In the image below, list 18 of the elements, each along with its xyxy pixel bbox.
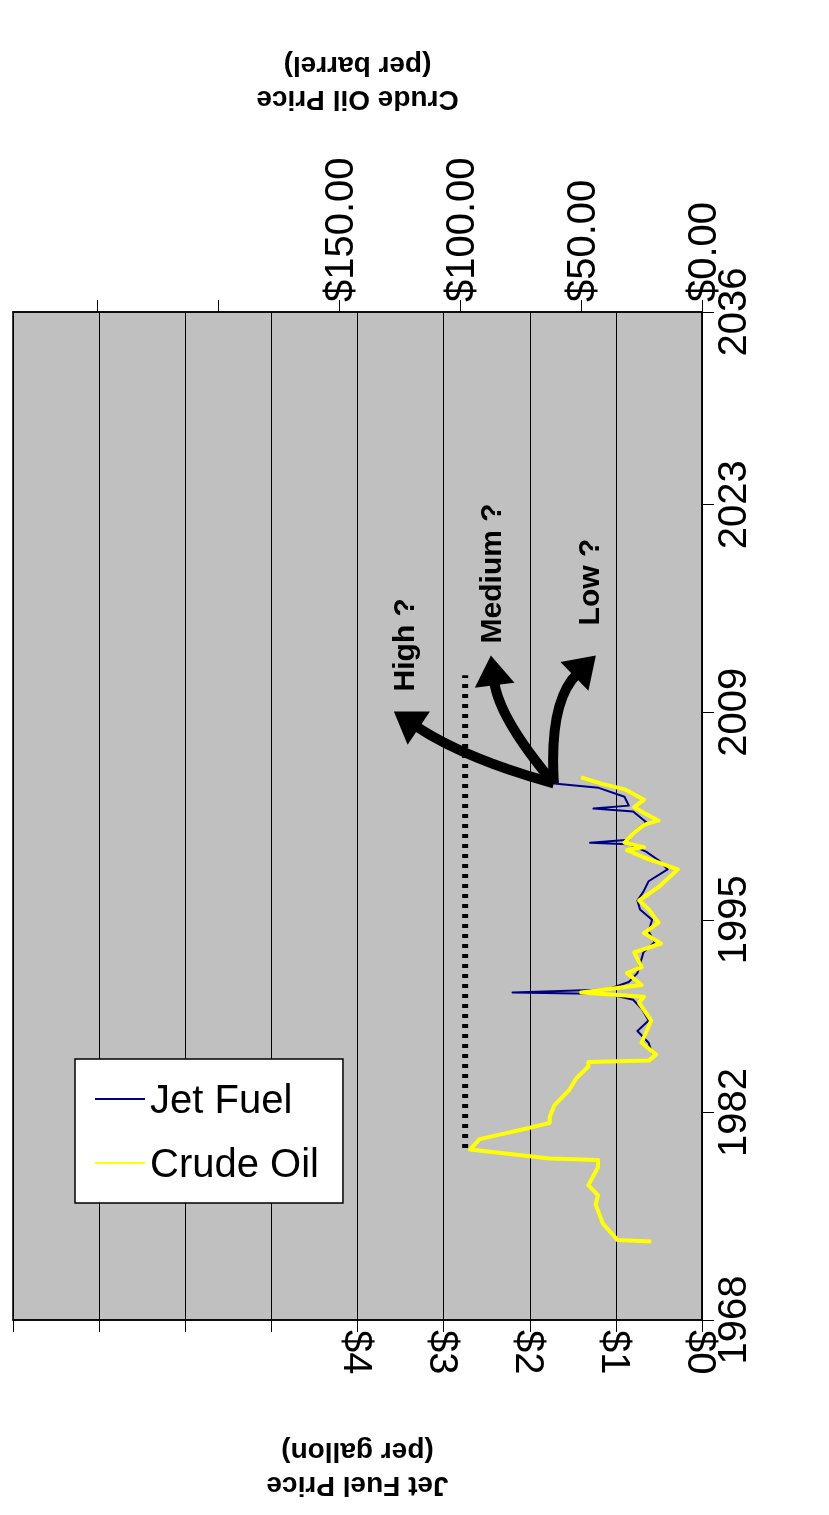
x2-tick-label: $150.00 — [317, 157, 362, 302]
x-tick-label: $1 — [593, 1330, 638, 1375]
x-tick-label: $3 — [421, 1330, 466, 1375]
y-tick-label: 1982 — [710, 1067, 754, 1157]
y-tick-label: 2009 — [710, 667, 754, 757]
x-tick-label: $4 — [335, 1330, 380, 1375]
annotation: Medium ? — [474, 503, 508, 644]
x-axis-title: Jet Fuel Price (per gallon) — [266, 1436, 449, 1502]
legend-label: Crude Oil — [150, 1141, 319, 1185]
x2-tick-label: $50.00 — [559, 179, 604, 302]
x2-tick-label: $100.00 — [438, 157, 483, 302]
legend-label: Jet Fuel — [150, 1077, 293, 1121]
annotation: High ? — [387, 598, 421, 692]
y-tick-label: 1995 — [710, 875, 754, 965]
annotation: Low ? — [572, 538, 606, 626]
x-tick-label: $2 — [507, 1330, 552, 1375]
y-tick-label: 2023 — [710, 460, 754, 550]
x2-axis-title: Crude Oil Price (per barrel) — [256, 50, 459, 116]
